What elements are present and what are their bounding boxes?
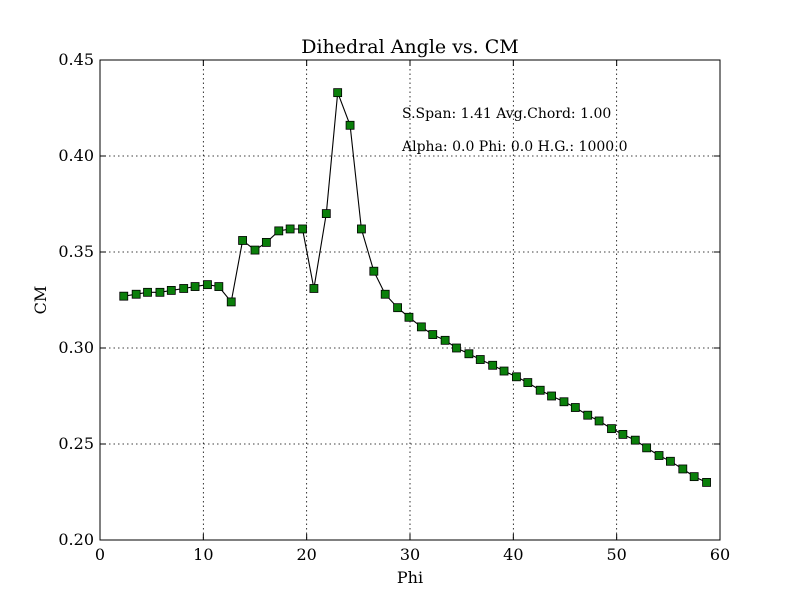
data-point bbox=[357, 224, 366, 234]
data-point bbox=[155, 287, 165, 297]
plot-frame bbox=[99, 59, 721, 541]
data-point bbox=[678, 464, 688, 474]
x-tick-label: 20 bbox=[296, 545, 316, 564]
data-point bbox=[393, 303, 403, 313]
x-tick-label: 10 bbox=[193, 545, 213, 564]
data-point bbox=[119, 291, 129, 301]
data-point bbox=[285, 224, 295, 234]
data-point bbox=[642, 443, 652, 453]
y-tick-label: 0.25 bbox=[58, 434, 94, 453]
data-point bbox=[452, 343, 461, 353]
data-point bbox=[702, 477, 711, 487]
data-point bbox=[570, 403, 580, 412]
data-point bbox=[654, 451, 664, 460]
y-tick-label: 0.30 bbox=[58, 338, 94, 357]
data-point bbox=[274, 226, 284, 236]
y-tick-label: 0.40 bbox=[58, 146, 94, 165]
data-point bbox=[214, 282, 224, 291]
annotation-alpha-phi: Alpha: 0.0 Phi: 0.0 H.G.: 1000.0 bbox=[401, 139, 628, 155]
data-point bbox=[298, 224, 307, 234]
data-point bbox=[583, 410, 593, 420]
data-point bbox=[440, 335, 450, 345]
data-point bbox=[618, 429, 628, 439]
data-point bbox=[261, 237, 271, 247]
data-point bbox=[190, 282, 200, 291]
y-tick-label: 0.45 bbox=[58, 50, 94, 69]
data-point bbox=[380, 289, 390, 299]
data-point bbox=[523, 378, 533, 387]
data-point bbox=[666, 456, 675, 466]
data-point bbox=[333, 88, 343, 98]
data-point bbox=[369, 266, 379, 276]
data-point bbox=[630, 435, 640, 445]
data-point bbox=[559, 397, 569, 407]
data-point bbox=[203, 280, 212, 290]
x-tick-label: 50 bbox=[606, 545, 626, 564]
data-point bbox=[428, 330, 438, 339]
x-axis-label: Phi bbox=[397, 568, 423, 587]
data-point bbox=[309, 284, 319, 293]
data-point bbox=[416, 322, 426, 332]
data-point bbox=[250, 245, 260, 255]
data-point bbox=[179, 284, 189, 293]
data-point bbox=[547, 391, 556, 401]
data-series bbox=[119, 88, 711, 487]
data-point bbox=[535, 385, 545, 395]
data-point bbox=[166, 285, 176, 295]
data-point bbox=[689, 472, 699, 482]
data-point bbox=[404, 312, 414, 322]
data-point bbox=[594, 416, 604, 426]
grid bbox=[100, 60, 720, 540]
data-point bbox=[464, 349, 474, 359]
y-tick-label: 0.35 bbox=[58, 242, 94, 261]
data-point bbox=[499, 366, 509, 376]
y-tick-label: 0.20 bbox=[58, 530, 94, 549]
annotation-span-chord: S.Span: 1.41 Avg.Chord: 1.00 bbox=[402, 106, 611, 122]
x-tick-label: 30 bbox=[400, 545, 420, 564]
y-axis-label: CM bbox=[31, 286, 50, 315]
data-point bbox=[238, 236, 248, 245]
x-tick-label: 40 bbox=[503, 545, 523, 564]
data-point bbox=[131, 289, 141, 299]
x-tick-label: 60 bbox=[710, 545, 730, 564]
data-point bbox=[512, 372, 521, 382]
data-point bbox=[345, 120, 355, 130]
chart-title: Dihedral Angle vs. CM bbox=[301, 36, 519, 58]
data-point bbox=[143, 287, 152, 297]
x-tick-label: 0 bbox=[95, 545, 105, 564]
data-point bbox=[226, 297, 236, 307]
axis-ticks: 0 10 20 30 40 50 60 0.20 0.25 0.30 0.35 0.40 0.45 bbox=[58, 50, 730, 564]
data-point bbox=[321, 209, 331, 219]
data-point bbox=[488, 360, 498, 370]
data-point bbox=[475, 355, 485, 364]
data-point bbox=[607, 424, 616, 434]
